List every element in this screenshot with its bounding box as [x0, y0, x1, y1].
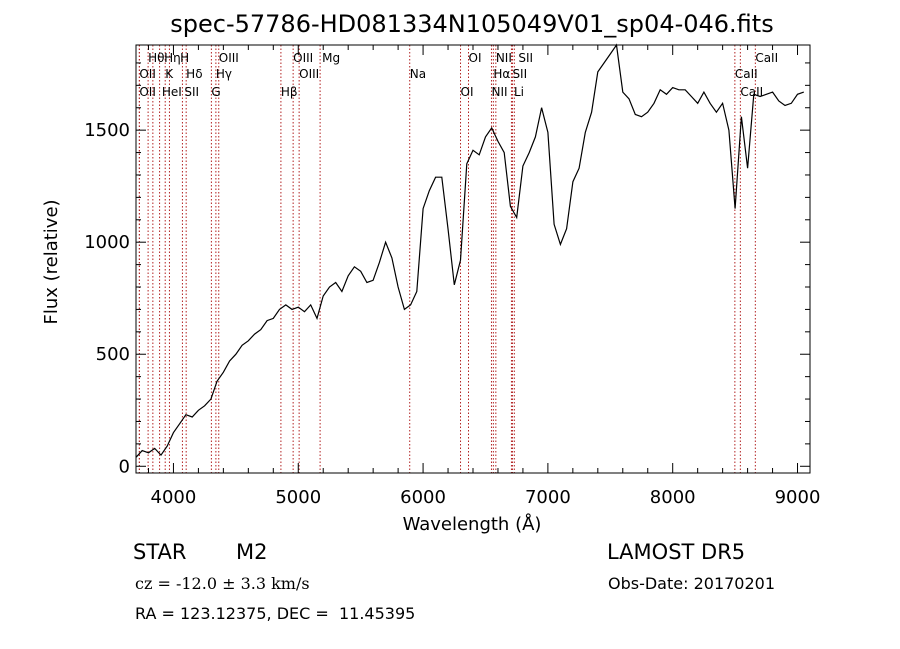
line-label-18: OI [469, 51, 482, 65]
line-label-20: NII [491, 85, 507, 99]
spectral-line-labels: HθOIIOIIHηKHeIHHδSIIOIIIHγGOIIIOIIIHβMgN… [139, 51, 778, 99]
spectrum-series-line [135, 43, 804, 458]
line-label-27: CaII [755, 51, 778, 65]
x-axis-label: Wavelength (Å) [403, 513, 542, 535]
redshift-velocity: cz = -12.0 ± 3.3 km/s [135, 574, 310, 593]
line-label-1: OII [139, 67, 156, 81]
y-axis-label: Flux (relative) [41, 199, 62, 324]
x-tick-label-5: 9000 [775, 487, 821, 508]
line-label-23: Li [514, 85, 524, 99]
coordinates: RA = 123.12375, DEC = 11.45395 [135, 604, 416, 623]
line-label-24: SII [518, 51, 533, 65]
x-tick-label-1: 5000 [275, 487, 321, 508]
line-label-19: Hα [493, 67, 510, 81]
line-label-14: Hβ [281, 85, 298, 99]
y-tick-label-1: 500 [96, 344, 130, 365]
y-tick-label-0: 0 [119, 456, 130, 477]
line-label-10: Hγ [216, 67, 232, 81]
line-label-17: OI [461, 85, 474, 99]
x-tick-label-4: 8000 [650, 487, 696, 508]
line-label-8: SII [184, 85, 199, 99]
line-label-6: H [180, 51, 189, 65]
line-label-11: G [211, 85, 220, 99]
line-label-15: Mg [322, 51, 340, 65]
line-label-16: Na [410, 67, 426, 81]
observation-date: Obs-Date: 20170201 [608, 574, 776, 593]
chart-title: spec-57786-HD081334N105049V01_sp04-046.f… [170, 10, 773, 38]
line-label-4: K [165, 67, 174, 81]
y-tick-label-2: 1000 [84, 232, 130, 253]
line-label-13: OIII [299, 67, 319, 81]
line-label-9: OIII [219, 51, 239, 65]
line-label-5: HeI [162, 85, 182, 99]
survey-name: LAMOST DR5 [607, 540, 746, 564]
spectral-line-markers [138, 45, 756, 473]
line-label-3: Hη [164, 51, 181, 65]
line-label-7: Hδ [186, 67, 202, 81]
y-tick-label-3: 1500 [84, 120, 130, 141]
x-tick-label-0: 4000 [151, 487, 197, 508]
line-label-12: OIII [293, 51, 313, 65]
line-label-21: NII [496, 51, 512, 65]
line-label-22: SII [512, 67, 527, 81]
x-tick-label-3: 7000 [525, 487, 571, 508]
y-axis: 0 500 1000 1500 [84, 62, 810, 477]
line-label-25: CaII [735, 67, 758, 81]
object-subclass: M2 [236, 540, 268, 564]
plot-frame [135, 44, 811, 474]
line-label-0: Hθ [148, 51, 164, 65]
x-tick-label-2: 6000 [400, 487, 446, 508]
object-class: STAR [133, 540, 187, 564]
line-label-2: OII [139, 85, 156, 99]
x-axis: 4000 5000 6000 7000 8000 9000 [147, 45, 821, 508]
